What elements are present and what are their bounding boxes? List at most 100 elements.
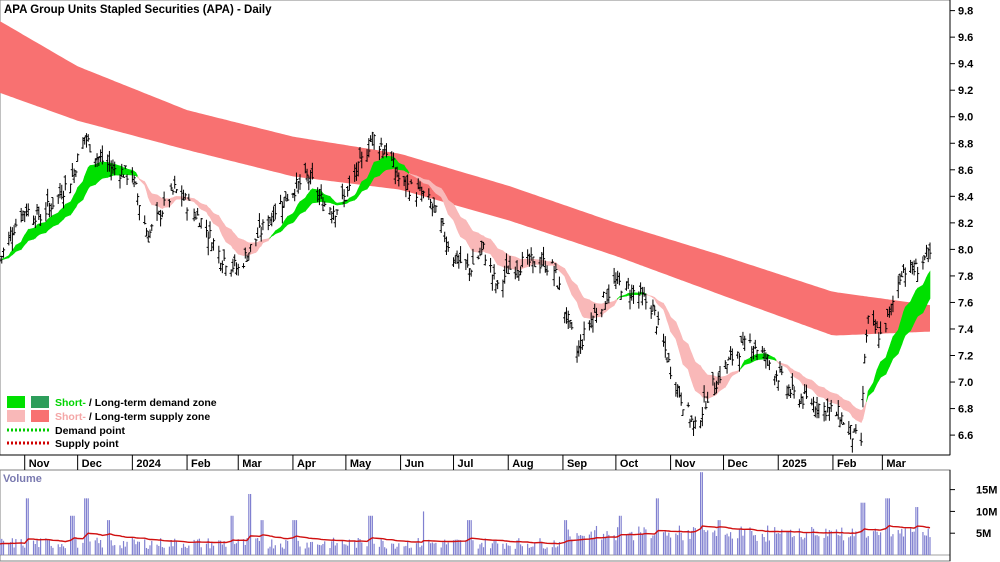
- short-supply-zone-segment: [447, 199, 454, 221]
- price-bar: [206, 231, 210, 256]
- short-demand-zone-segment: [927, 270, 931, 303]
- price-bar: [372, 133, 376, 150]
- price-bar: [788, 388, 793, 398]
- price-bar: [642, 286, 646, 297]
- price-bar: [538, 256, 542, 274]
- price-bar: [455, 250, 459, 265]
- price-bar: [23, 211, 27, 223]
- price-bar: [517, 270, 521, 281]
- time-tick-label: Dec: [82, 458, 102, 470]
- price-bar: [397, 172, 401, 187]
- price-bar: [158, 209, 163, 227]
- price-bar: [552, 265, 556, 287]
- short-supply-zone-segment: [472, 230, 479, 253]
- price-bar: [247, 252, 251, 261]
- price-tick-label: 7.2: [958, 351, 973, 363]
- price-bar: [545, 265, 549, 276]
- price-bar: [181, 189, 186, 201]
- price-tick-label: 6.8: [958, 404, 973, 416]
- price-bar: [556, 285, 560, 289]
- price-bar: [774, 370, 779, 382]
- price-bar: [259, 226, 263, 242]
- price-bar: [446, 241, 450, 252]
- price-bar: [330, 211, 334, 224]
- volume-tick-label: 15M: [976, 485, 997, 497]
- price-bar: [866, 315, 870, 324]
- short-demand-zone-segment: [744, 357, 751, 365]
- price-bar: [471, 248, 475, 265]
- price-bar: [291, 192, 295, 199]
- price-bar: [541, 246, 546, 267]
- short-supply-zone-segment: [522, 258, 528, 269]
- price-bar: [815, 396, 819, 419]
- price-bar: [631, 285, 636, 304]
- price-bar: [144, 227, 149, 237]
- price-bar: [900, 271, 904, 278]
- price-bar: [430, 203, 434, 217]
- price-bar: [859, 432, 863, 446]
- volume-tick-label: 5M: [976, 528, 991, 540]
- time-tick-label: Feb: [191, 458, 211, 470]
- price-bar: [236, 263, 240, 276]
- short-supply-zone-segment: [546, 261, 553, 266]
- price-bar: [792, 386, 796, 399]
- legend-demand-sep: /: [86, 397, 95, 409]
- price-bar: [838, 416, 842, 428]
- price-bar: [379, 137, 383, 147]
- time-tick-label: Apr: [297, 458, 317, 470]
- short-demand-zone-segment: [336, 201, 343, 206]
- price-bar: [56, 194, 60, 204]
- price-bar: [928, 242, 932, 260]
- price-bar: [817, 403, 821, 419]
- price-bar: [494, 283, 498, 294]
- price-bar: [503, 265, 507, 284]
- price-bar: [208, 221, 212, 238]
- price-bar: [901, 264, 906, 273]
- legend-swatch-short-demand: [7, 396, 25, 408]
- price-bar: [700, 406, 704, 427]
- price-bar: [360, 151, 364, 169]
- price-bar: [617, 272, 622, 286]
- price-bar: [691, 420, 696, 436]
- short-demand-zone-segment: [892, 329, 899, 360]
- short-supply-zone-segment: [151, 193, 158, 207]
- price-bar: [458, 246, 463, 264]
- price-bar: [668, 366, 673, 380]
- price-bar: [619, 290, 623, 300]
- price-bar: [578, 334, 583, 354]
- price-bar: [728, 346, 733, 360]
- price-bar: [171, 189, 175, 195]
- volume-moving-average: [0, 524, 931, 545]
- price-bar: [787, 384, 791, 397]
- volume-tick-label: 10M: [976, 506, 997, 518]
- price-bar: [653, 305, 657, 316]
- price-bar: [31, 215, 36, 225]
- price-bar: [46, 188, 50, 207]
- time-tick-label: Dec: [728, 458, 748, 470]
- short-demand-zone-segment: [102, 161, 108, 179]
- price-bar: [76, 153, 80, 162]
- price-bar: [923, 255, 927, 261]
- price-bar: [14, 218, 18, 228]
- time-tick-label: 2024: [136, 458, 161, 470]
- price-bar: [434, 205, 438, 213]
- price-bar: [755, 349, 759, 361]
- short-demand-zone-segment: [52, 212, 59, 227]
- price-bar: [134, 181, 138, 185]
- legend-demand-short: Short-: [55, 397, 86, 409]
- price-bar: [600, 308, 604, 318]
- legend-supply-zone: Short- / Long-term supply zone: [55, 411, 210, 423]
- legend-swatch-long-demand: [31, 396, 49, 408]
- price-tick-label: 8.6: [958, 165, 973, 177]
- time-tick-label: Aug: [512, 458, 533, 470]
- price-bar: [293, 188, 297, 202]
- price-bar: [577, 340, 581, 357]
- short-supply-zone-segment: [213, 212, 220, 228]
- price-bar: [799, 393, 803, 405]
- price-bar: [282, 196, 286, 208]
- price-bar: [884, 322, 888, 333]
- price-bar: [254, 238, 258, 247]
- price-bar: [271, 206, 276, 223]
- price-bar: [804, 384, 809, 400]
- short-supply-zone-segment: [583, 297, 590, 319]
